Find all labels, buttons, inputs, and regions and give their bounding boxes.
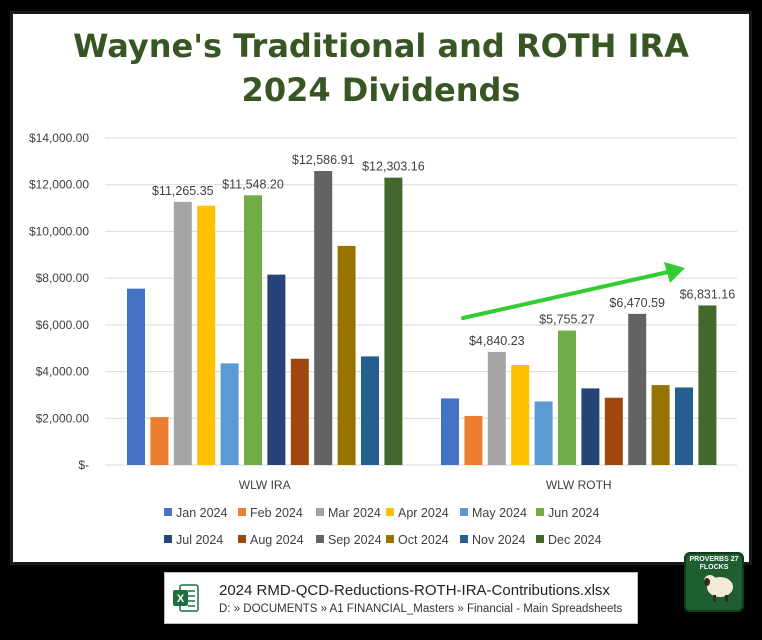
bar [337, 245, 356, 465]
bar [698, 305, 717, 465]
bar [441, 398, 459, 465]
legend-label: Dec 2024 [548, 533, 602, 547]
data-label: $11,548.20 [222, 177, 284, 191]
category-label: WLW ROTH [546, 478, 612, 492]
logo: PROVERBS 27 FLOCKS [684, 552, 744, 612]
y-tick-label: $14,000.00 [29, 131, 89, 145]
legend-swatch [164, 508, 172, 516]
y-tick-label: $4,000.00 [36, 365, 90, 379]
bar [290, 358, 309, 465]
logo-text: PROVERBS 27 FLOCKS [689, 556, 739, 571]
legend-swatch [460, 508, 468, 516]
bar [464, 415, 483, 465]
bar [604, 397, 623, 465]
legend-swatch [386, 535, 394, 543]
bar [581, 388, 600, 465]
bar [384, 177, 403, 465]
legend-label: Aug 2024 [250, 533, 304, 547]
excel-icon: X [173, 584, 199, 612]
bar [127, 288, 145, 465]
file-name[interactable]: 2024 RMD-QCD-Reductions-ROTH-IRA-Contrib… [219, 582, 610, 599]
legend-label: Jul 2024 [176, 533, 223, 547]
legend-label: May 2024 [472, 506, 527, 520]
legend-label: Apr 2024 [398, 506, 449, 520]
data-label: $12,586.91 [292, 153, 355, 167]
legend-swatch [238, 535, 246, 543]
bar [675, 387, 693, 465]
legend-label: Jan 2024 [176, 506, 227, 520]
file-info-bar: X 2024 RMD-QCD-Reductions-ROTH-IRA-Contr… [164, 572, 638, 624]
legend-swatch [164, 535, 172, 543]
bar [534, 401, 553, 465]
bar [651, 385, 670, 465]
bar [244, 195, 262, 466]
bar [628, 313, 647, 465]
legend-swatch [386, 508, 394, 516]
y-tick-label: $12,000.00 [29, 178, 89, 192]
y-tick-label: $8,000.00 [36, 271, 90, 285]
legend-label: Sep 2024 [328, 533, 382, 547]
data-label: $11,265.35 [152, 184, 214, 198]
legend-swatch [238, 508, 246, 516]
legend-label: Mar 2024 [328, 506, 381, 520]
chart-frame: Wayne's Traditional and ROTH IRA 2024 Di… [10, 11, 752, 565]
legend-label: Oct 2024 [398, 533, 449, 547]
chart-title-line1: Wayne's Traditional and ROTH IRA [73, 27, 689, 65]
chart-title-line2: 2024 Dividends [241, 71, 521, 109]
legend-swatch [536, 508, 544, 516]
bar [220, 363, 239, 465]
legend-label: Feb 2024 [250, 506, 303, 520]
y-tick-label: $2,000.00 [36, 411, 90, 425]
data-label: $6,831.16 [680, 287, 736, 301]
category-label: WLW IRA [239, 478, 291, 492]
bar [511, 365, 530, 465]
y-tick-label: $6,000.00 [36, 318, 90, 332]
bar [150, 417, 169, 465]
bar [267, 274, 286, 465]
trend-arrow-line [461, 270, 670, 320]
data-label: $5,755.27 [539, 313, 595, 327]
bar [197, 205, 216, 465]
y-tick-label: $10,000.00 [29, 224, 89, 238]
trend-arrow-head [664, 262, 685, 283]
y-tick-label: $- [78, 458, 89, 472]
chart-title: Wayne's Traditional and ROTH IRA 2024 Di… [13, 24, 749, 112]
legend-swatch [316, 535, 324, 543]
legend-label: Jun 2024 [548, 506, 599, 520]
data-label: $6,470.59 [609, 296, 665, 310]
file-path: D: » DOCUMENTS » A1 FINANCIAL_Masters » … [219, 603, 623, 615]
legend-label: Nov 2024 [472, 533, 526, 547]
bar [173, 201, 192, 466]
bar [558, 330, 576, 465]
bar [361, 356, 379, 465]
sheep-icon [704, 575, 733, 602]
data-label: $12,303.16 [362, 160, 425, 174]
bar [487, 351, 506, 465]
svg-text:X: X [177, 593, 185, 605]
data-label: $4,840.23 [469, 334, 525, 348]
legend-swatch [316, 508, 324, 516]
legend-swatch [460, 535, 468, 543]
legend-swatch [536, 535, 544, 543]
bar [314, 171, 333, 466]
